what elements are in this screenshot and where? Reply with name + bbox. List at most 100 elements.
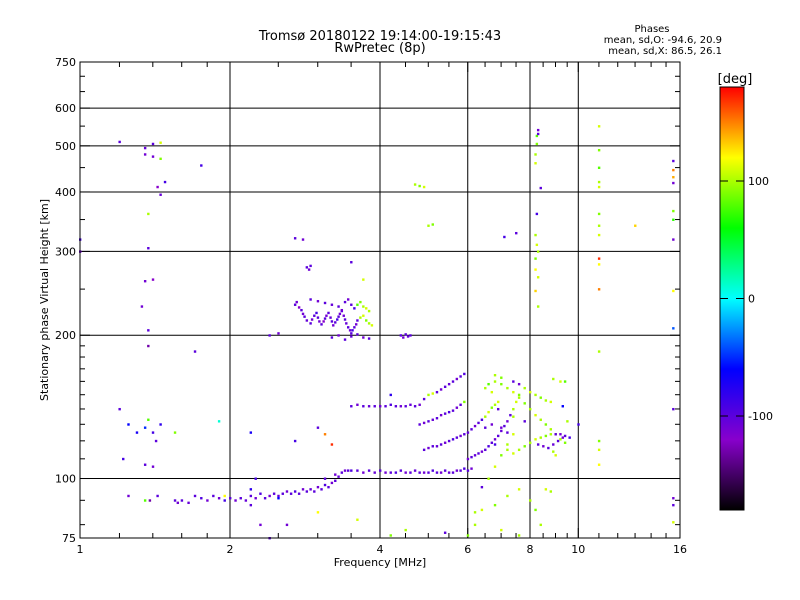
data-point xyxy=(427,420,430,423)
data-point xyxy=(305,319,309,322)
data-point xyxy=(529,441,532,444)
data-point xyxy=(451,438,455,441)
data-point xyxy=(346,326,350,329)
data-point xyxy=(473,454,477,457)
data-point xyxy=(259,523,262,527)
data-point xyxy=(151,278,155,281)
data-point xyxy=(536,250,540,253)
data-point xyxy=(597,350,601,353)
data-point xyxy=(536,128,540,132)
data-point xyxy=(539,396,542,399)
data-point xyxy=(447,439,451,443)
data-point xyxy=(509,413,512,417)
data-point xyxy=(362,278,365,281)
data-point xyxy=(316,300,320,303)
data-point xyxy=(259,492,262,495)
data-point xyxy=(277,332,280,335)
data-point xyxy=(451,409,455,412)
data-point xyxy=(470,455,473,459)
data-point xyxy=(597,180,601,184)
data-point xyxy=(268,334,271,337)
data-point xyxy=(316,511,320,514)
data-point xyxy=(404,528,407,532)
data-point xyxy=(493,438,497,441)
data-point xyxy=(356,319,359,322)
data-point xyxy=(200,164,203,167)
data-point xyxy=(301,238,305,241)
data-point xyxy=(154,439,158,443)
data-point xyxy=(539,186,542,190)
data-point xyxy=(549,428,553,431)
data-point xyxy=(143,280,147,283)
data-point xyxy=(443,441,447,444)
data-point xyxy=(535,142,539,146)
data-point xyxy=(281,492,284,495)
data-point xyxy=(422,421,426,425)
data-point xyxy=(496,434,500,438)
data-point xyxy=(143,426,147,429)
data-point xyxy=(325,314,328,317)
data-point xyxy=(151,431,155,434)
data-point xyxy=(332,324,335,327)
data-point xyxy=(422,448,426,452)
data-point xyxy=(544,399,548,402)
data-point xyxy=(427,224,430,227)
data-point xyxy=(672,181,675,185)
data-point xyxy=(549,490,553,493)
data-point xyxy=(330,443,334,446)
x-tick-label: 6 xyxy=(464,543,471,556)
data-point xyxy=(193,494,197,498)
data-point xyxy=(577,423,580,426)
data-point xyxy=(535,134,539,138)
data-point xyxy=(353,326,356,329)
data-point xyxy=(500,528,503,532)
data-point xyxy=(597,448,601,452)
data-point xyxy=(487,445,490,448)
data-point xyxy=(409,471,412,474)
data-point xyxy=(554,454,557,457)
x-tick-label: 1 xyxy=(77,543,84,556)
data-point xyxy=(159,193,162,196)
data-point xyxy=(534,393,537,397)
data-point xyxy=(672,159,675,163)
data-point xyxy=(212,494,215,498)
y-tick-label: 400 xyxy=(55,186,76,199)
data-point xyxy=(672,175,675,179)
data-point xyxy=(535,212,539,216)
data-point xyxy=(512,452,515,455)
data-point xyxy=(147,418,150,421)
data-point xyxy=(379,405,382,408)
data-point xyxy=(229,497,232,500)
data-point xyxy=(672,497,675,500)
data-point xyxy=(463,400,466,404)
data-point xyxy=(176,501,180,505)
data-point xyxy=(140,305,144,308)
data-point xyxy=(329,316,332,319)
data-point xyxy=(373,471,376,474)
data-point xyxy=(493,503,497,507)
data-point xyxy=(263,497,267,500)
data-point xyxy=(529,407,532,411)
data-point xyxy=(389,534,392,537)
x-tick-label: 10 xyxy=(571,543,585,556)
data-point xyxy=(350,332,353,335)
data-point xyxy=(672,218,675,221)
data-point xyxy=(443,469,447,472)
data-point xyxy=(318,320,321,323)
data-point xyxy=(143,499,147,502)
data-point xyxy=(536,276,540,279)
data-point xyxy=(487,410,490,414)
data-point xyxy=(389,403,392,406)
data-point xyxy=(597,125,601,128)
data-point xyxy=(320,323,323,326)
data-point xyxy=(506,386,509,390)
data-point xyxy=(552,443,555,446)
data-point xyxy=(435,471,439,474)
data-point xyxy=(480,508,484,512)
data-point xyxy=(484,448,487,452)
data-point xyxy=(512,407,515,411)
data-point xyxy=(463,467,466,470)
data-point xyxy=(455,436,459,439)
data-point xyxy=(118,140,121,144)
data-point xyxy=(159,423,162,426)
